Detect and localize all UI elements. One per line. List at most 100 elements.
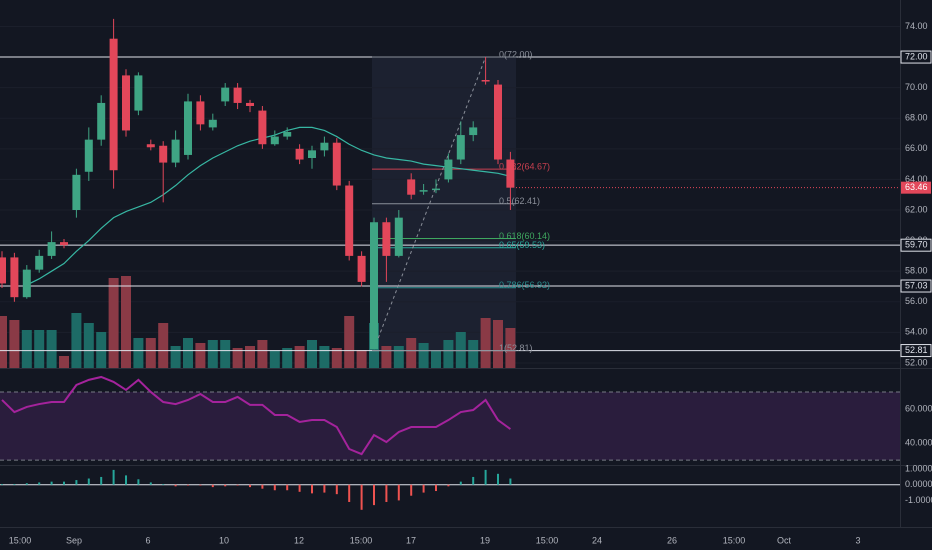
- candle-body: [481, 79, 490, 82]
- macd-bar: [298, 484, 301, 492]
- y-tick-label: 70.00: [905, 82, 928, 92]
- candle-body: [84, 139, 93, 172]
- candle-body: [0, 257, 6, 284]
- macd-bar: [311, 484, 313, 494]
- candle-body: [22, 269, 31, 298]
- last-price-label: 63.46: [905, 182, 928, 192]
- volume-bar: [9, 320, 20, 368]
- candle-body: [382, 222, 391, 256]
- volume-bar: [344, 316, 355, 368]
- x-tick-label: Oct: [777, 535, 792, 545]
- candle-body: [35, 255, 44, 270]
- level-label: 57.03: [905, 280, 928, 290]
- macd-bar: [497, 473, 499, 485]
- macd-bar: [75, 480, 78, 485]
- level-box: [900, 238, 932, 252]
- macd-bar: [112, 469, 115, 485]
- x-tick-label: 12: [294, 535, 304, 545]
- macd-bar: [447, 484, 450, 487]
- candle-body: [196, 101, 205, 125]
- candle-body: [159, 145, 168, 163]
- volume-bar: [34, 330, 45, 368]
- candle-body: [72, 174, 81, 211]
- level-label: 52.81: [905, 345, 928, 355]
- macd-bar: [100, 476, 103, 485]
- volume-bar: [220, 340, 231, 368]
- level-label: 59.70: [905, 240, 928, 250]
- macd-tick-label: 1.0000: [905, 464, 932, 474]
- macd-bar: [397, 484, 400, 501]
- volume-bar: [282, 348, 293, 368]
- fib-label: 0.65(59.53): [499, 240, 545, 250]
- candle-body: [246, 102, 254, 106]
- macd-bar: [236, 484, 239, 486]
- macd-tick-label: -1.0000: [905, 495, 932, 505]
- macd-bar: [211, 484, 214, 488]
- candle-body: [122, 75, 130, 131]
- volume-bar: [245, 346, 255, 368]
- candle-body: [97, 102, 106, 140]
- candle-body: [506, 159, 515, 188]
- volume-bar: [21, 330, 32, 368]
- candle-body: [258, 110, 267, 145]
- volume-bar: [121, 276, 131, 368]
- y-tick-label: 58.00: [905, 266, 928, 276]
- candle-body: [494, 84, 502, 160]
- y-tick-label: 68.00: [905, 113, 928, 123]
- x-tick-label: 19: [480, 535, 490, 545]
- volume-bar: [207, 340, 218, 368]
- candle-body: [345, 185, 354, 256]
- volume-bar: [294, 346, 305, 368]
- fib-label: 0.786(56.92): [499, 280, 550, 290]
- volume-bar: [46, 330, 57, 368]
- candle-body: [444, 159, 453, 180]
- volume-bar: [158, 323, 169, 368]
- macd-bar: [335, 484, 338, 495]
- candle-body: [60, 242, 68, 246]
- volume-bar: [406, 338, 417, 368]
- y-tick-label: 74.00: [905, 21, 928, 31]
- x-tick-label: 15:00: [723, 535, 746, 545]
- last-price-box: [901, 181, 931, 194]
- fib-label: 0.382(64.67): [499, 162, 550, 172]
- volume-bar: [0, 316, 7, 368]
- volume-bar: [145, 338, 156, 368]
- volume-bar: [71, 313, 82, 368]
- macd-bar: [484, 469, 487, 485]
- candle-body: [295, 148, 304, 160]
- candle-body: [320, 142, 329, 151]
- macd-bar: [87, 478, 90, 485]
- macd-bar: [1, 483, 3, 485]
- x-tick-label: 6: [145, 535, 150, 545]
- volume-bar: [381, 346, 392, 368]
- candle-body: [469, 127, 478, 136]
- candle-body: [10, 257, 19, 298]
- macd-bar: [472, 476, 475, 485]
- macd-bar: [174, 484, 177, 487]
- candle-body: [308, 150, 316, 158]
- macd-bar: [410, 484, 413, 496]
- volume-bar: [356, 350, 367, 368]
- macd-bar: [261, 484, 264, 489]
- y-tick-label: 56.00: [905, 296, 928, 306]
- volume-bar: [431, 350, 441, 368]
- macd-bar: [125, 475, 127, 485]
- macd-bar: [360, 484, 363, 510]
- volume-bar: [183, 338, 193, 368]
- macd-bar: [422, 484, 425, 493]
- x-tick-label: 17: [406, 535, 416, 545]
- rsi-band: [0, 391, 900, 461]
- volume-bar: [505, 328, 516, 368]
- x-tick-label: Sep: [66, 535, 82, 545]
- candle-body: [109, 38, 118, 171]
- volume-bar: [133, 338, 144, 368]
- macd-bar: [385, 484, 388, 502]
- candle-body: [184, 101, 192, 155]
- volume-bar: [468, 340, 479, 368]
- x-tick-label: 3: [855, 535, 860, 545]
- candle-body: [270, 136, 279, 145]
- volume-bar: [418, 343, 429, 368]
- x-tick-label: 15:00: [350, 535, 373, 545]
- volume-bar: [331, 348, 342, 368]
- x-tick-label: 15:00: [9, 535, 32, 545]
